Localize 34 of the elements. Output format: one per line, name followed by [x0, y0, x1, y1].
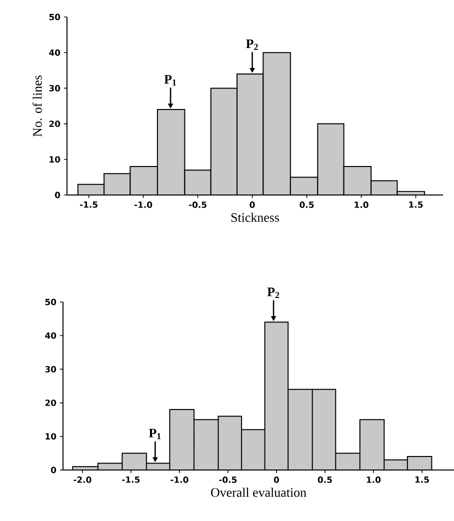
x-tick-label: 1.0 [354, 202, 368, 208]
x-tick-label: 0 [274, 476, 279, 483]
y-tick-label: 20 [49, 120, 60, 128]
x-tick-label: -1.0 [134, 202, 152, 208]
x-tick-label: -1.5 [80, 202, 98, 208]
x-tick-label: 1.0 [366, 476, 380, 483]
y-tick-label: 0 [50, 466, 56, 474]
y-tick-label: 10 [45, 433, 56, 440]
x-tick-label: -0.5 [218, 476, 236, 483]
x-tick-label: 1.5 [408, 202, 422, 208]
annotation: P$_{2}$ [246, 39, 258, 50]
x-axis-title: Overall evaluation [210, 488, 306, 497]
x-axis-title: Stickness [231, 212, 279, 222]
x-tick-label: 0.5 [318, 476, 332, 483]
y-axis-title: No. of lines [32, 76, 42, 137]
annotation: P$_{1}$ [164, 75, 176, 86]
annotation: P$_{1}$ [148, 428, 160, 440]
x-tick-label: 1.5 [415, 476, 429, 483]
x-tick-label: -0.5 [188, 202, 206, 208]
x-tick-label: 0.5 [299, 202, 314, 208]
x-tick-label: -2.0 [73, 476, 92, 483]
y-tick-label: 10 [49, 156, 60, 163]
y-tick-label: 20 [45, 400, 56, 406]
y-tick-label: 0 [54, 192, 60, 198]
x-tick-label: 0 [249, 202, 255, 208]
x-tick-label: -1.5 [122, 476, 140, 483]
y-tick-label: 50 [49, 14, 60, 20]
y-tick-label: 50 [45, 298, 56, 306]
x-tick-label: -1.0 [170, 476, 188, 483]
y-tick-label: 40 [48, 49, 60, 56]
y-tick-label: 30 [49, 85, 60, 92]
y-tick-label: 30 [45, 366, 56, 372]
y-tick-label: 40 [44, 332, 56, 339]
annotation: P$_{2}$ [267, 288, 279, 298]
